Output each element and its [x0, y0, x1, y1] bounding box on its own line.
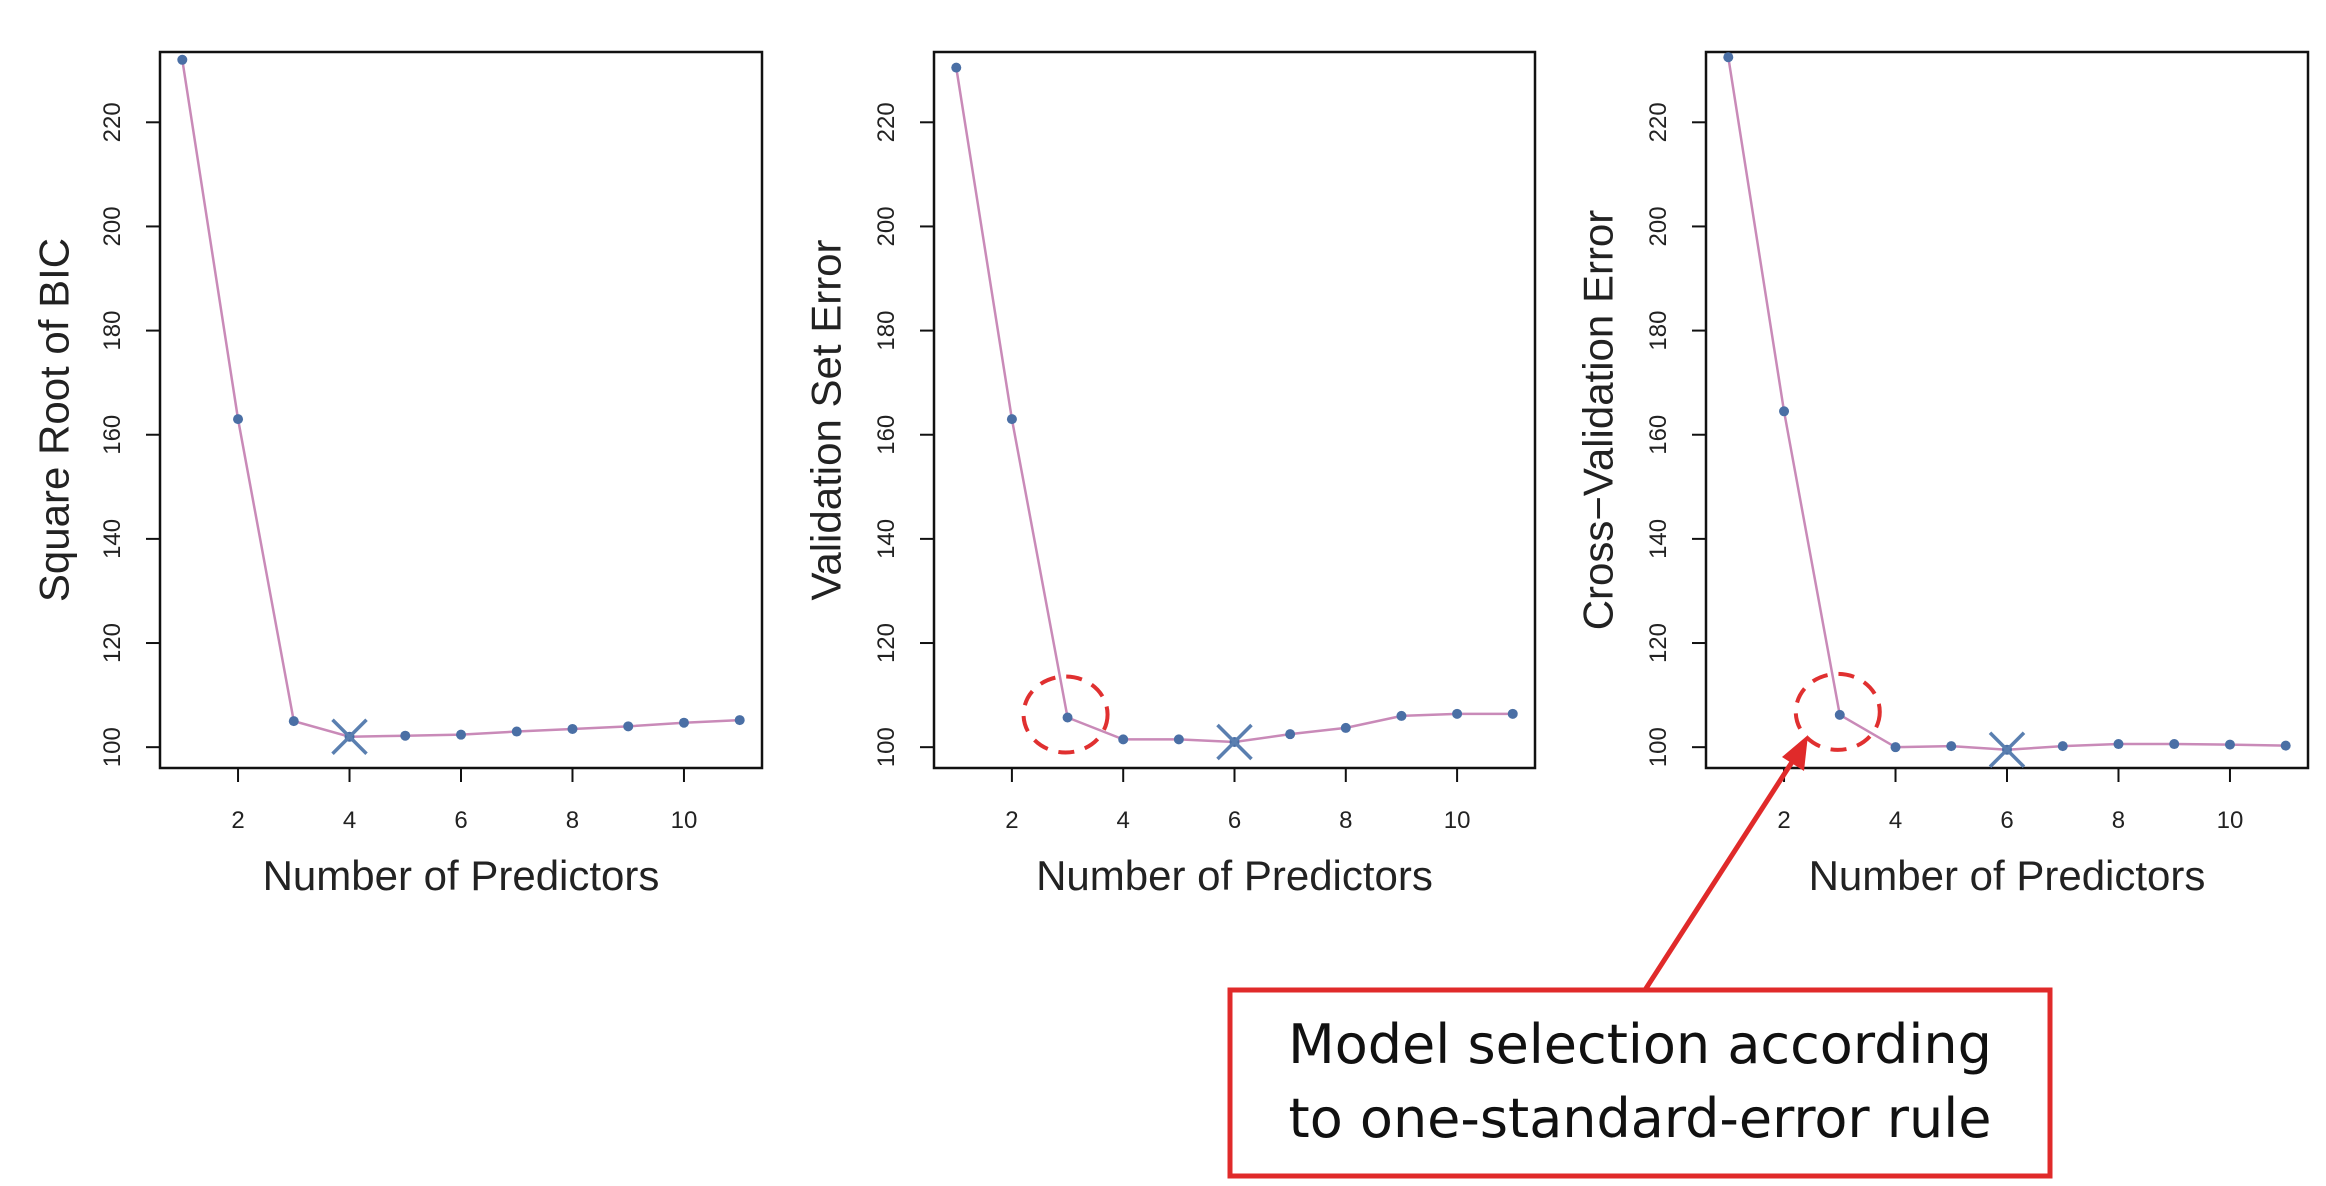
data-point — [456, 729, 466, 740]
y-tick-label: 160 — [99, 415, 126, 455]
data-point — [1062, 712, 1073, 723]
x-tick-label: 6 — [2000, 807, 2013, 834]
data-point — [1006, 414, 1017, 425]
series-line — [181, 59, 740, 739]
x-axis-title: Number of Predictors — [1036, 852, 1433, 899]
data-point — [1452, 708, 1463, 719]
callout-line-1: Model selection according — [1288, 1013, 1992, 1076]
data-point — [1834, 709, 1845, 720]
chart-panel-3: 2 4 6 8 10 100 120 140 160 180 200 220 Number of Pre… — [1574, 50, 2310, 899]
data-point — [1890, 742, 1901, 753]
x-tick-label: 8 — [2112, 807, 2125, 834]
highlight-circle — [1793, 671, 1882, 752]
x-tick-label: 4 — [1117, 807, 1130, 834]
callout: Model selection according to one-standar… — [1227, 735, 2053, 1179]
data-point — [734, 715, 745, 726]
x-tick-label: 6 — [1228, 807, 1241, 834]
y-tick-label: 100 — [1645, 727, 1672, 767]
selected-model-marker — [331, 718, 368, 755]
data-point — [678, 717, 689, 728]
y-tick-label: 200 — [1645, 206, 1672, 246]
y-tick-label: 140 — [1645, 519, 1672, 559]
data-point — [1507, 708, 1518, 719]
data-point — [400, 730, 411, 741]
y-tick-label: 100 — [99, 727, 126, 767]
data-point — [177, 54, 188, 65]
highlight-circle — [1021, 674, 1110, 755]
data-point — [1779, 406, 1790, 417]
y-axis-title: Cross−Validation Error — [1574, 210, 1621, 631]
y-tick-label: 220 — [873, 102, 900, 142]
y-tick-label: 200 — [873, 206, 900, 246]
series-line — [1727, 57, 2286, 752]
data-point — [2113, 739, 2124, 750]
y-tick-label: 200 — [99, 206, 126, 246]
plot-frame — [1704, 50, 2310, 770]
y-tick-label: 180 — [1645, 311, 1672, 351]
data-point — [288, 716, 299, 727]
selected-model-marker — [1216, 723, 1253, 761]
x-tick-label: 10 — [1444, 807, 1471, 834]
x-tick-label: 2 — [231, 807, 244, 834]
x-tick-label: 8 — [1339, 807, 1352, 834]
data-point — [233, 414, 244, 425]
data-point — [1340, 722, 1351, 733]
y-axis-title: Validation Set Error — [802, 239, 849, 600]
x-tick-label: 10 — [2217, 807, 2244, 834]
data-point — [2169, 739, 2180, 750]
data-point — [511, 726, 522, 737]
chart-panels: 2 4 6 8 10 100 120 140 160 180 200 220 Number of Pre… — [30, 50, 2310, 899]
data-point — [2057, 741, 2068, 752]
y-tick-label: 220 — [99, 102, 126, 142]
callout-line-2: to one-standard-error rule — [1289, 1087, 1992, 1150]
y-axis-title: Square Root of BIC — [30, 238, 77, 602]
plot-frame — [158, 50, 764, 770]
y-tick-label: 120 — [99, 623, 126, 663]
data-point — [1118, 734, 1129, 745]
y-tick-label: 100 — [873, 727, 900, 767]
y-tick-label: 140 — [873, 519, 900, 559]
x-tick-label: 10 — [671, 807, 698, 834]
data-point — [1285, 729, 1296, 740]
y-tick-label: 120 — [1645, 623, 1672, 663]
selected-model-marker — [1988, 731, 2026, 769]
data-point — [623, 721, 634, 732]
series-line — [955, 67, 1513, 744]
callout-arrow-head — [1782, 735, 1808, 771]
x-tick-label: 6 — [454, 807, 467, 834]
y-tick-label: 180 — [873, 311, 900, 351]
y-tick-label: 140 — [99, 519, 126, 559]
y-tick-label: 120 — [873, 623, 900, 663]
data-point — [1723, 52, 1734, 63]
plot-frame — [932, 50, 1537, 770]
y-tick-label: 180 — [99, 311, 126, 351]
x-tick-label: 2 — [1005, 807, 1018, 834]
data-point — [1396, 710, 1407, 721]
chart-panel-2: 2 4 6 8 10 100 120 140 160 180 200 220 Number of Pre… — [802, 50, 1537, 899]
data-point — [2224, 739, 2235, 750]
callout-arrow-line — [1642, 743, 1806, 992]
data-point — [1946, 741, 1957, 752]
x-tick-label: 4 — [343, 807, 356, 834]
x-axis-title: Number of Predictors — [1809, 852, 2206, 899]
x-axis-title: Number of Predictors — [263, 852, 660, 899]
data-point — [951, 62, 962, 73]
y-tick-label: 160 — [1645, 415, 1672, 455]
x-tick-label: 2 — [1777, 807, 1790, 834]
y-tick-label: 220 — [1645, 102, 1672, 142]
data-point — [2280, 740, 2291, 751]
y-tick-label: 160 — [873, 415, 900, 455]
data-point — [567, 723, 578, 734]
data-point — [1173, 734, 1184, 745]
x-tick-label: 4 — [1889, 807, 1902, 834]
chart-panel-1: 2 4 6 8 10 100 120 140 160 180 200 220 Number of Pre… — [30, 50, 764, 899]
callout-box — [1227, 987, 2053, 1179]
x-tick-label: 8 — [566, 807, 579, 834]
